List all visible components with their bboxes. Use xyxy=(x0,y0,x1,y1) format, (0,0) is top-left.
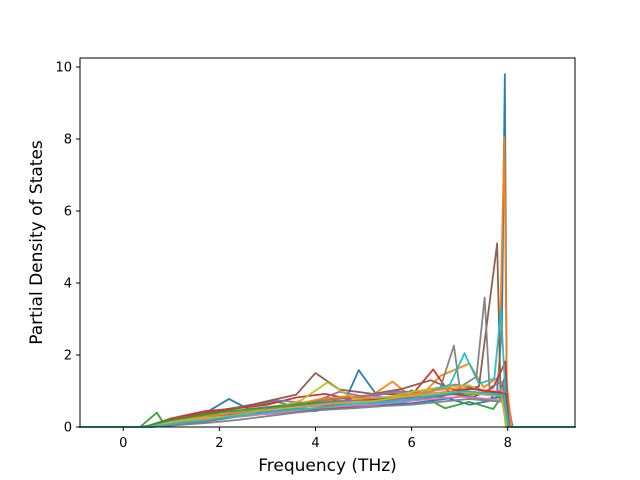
series-line-20 xyxy=(79,390,576,428)
x-tick-label: 2 xyxy=(215,436,223,451)
y-tick-label: 4 xyxy=(64,277,72,292)
series-layer xyxy=(79,73,576,428)
y-tick-label: 8 xyxy=(64,133,72,148)
y-ticks-layer: 0 2 4 6 8 10 xyxy=(55,61,80,436)
plot-background xyxy=(80,58,575,427)
x-tick-label: 8 xyxy=(504,436,512,451)
series-line-19 xyxy=(79,390,576,428)
y-tick-label: 6 xyxy=(64,205,72,220)
y-tick-label: 2 xyxy=(64,349,72,364)
y-tick-label: 10 xyxy=(55,61,72,76)
series-line-18 xyxy=(79,398,576,428)
x-axis-title: Frequency (THz) xyxy=(258,456,397,476)
x-tick-label: 0 xyxy=(119,436,127,451)
y-tick-label: 0 xyxy=(64,421,72,436)
x-tick-label: 6 xyxy=(407,436,415,451)
x-tick-label: 4 xyxy=(311,436,319,451)
plot-frame xyxy=(79,57,576,428)
x-ticks-layer: 0 2 4 6 8 xyxy=(119,427,512,451)
y-axis-title: Partial Density of States xyxy=(27,140,47,345)
